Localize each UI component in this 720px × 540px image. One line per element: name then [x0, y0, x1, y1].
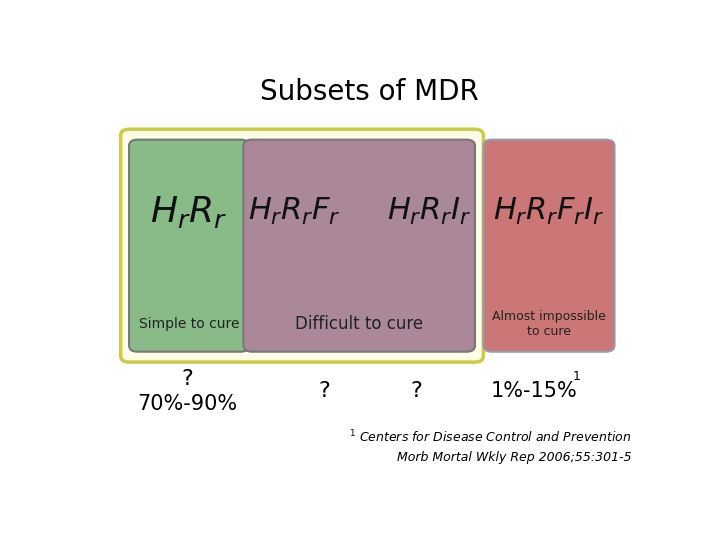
Text: Simple to cure: Simple to cure — [139, 316, 239, 330]
Text: $H_rR_rF_r$     $H_rR_rI_r$: $H_rR_rF_r$ $H_rR_rI_r$ — [248, 196, 471, 227]
Text: Almost impossible
to cure: Almost impossible to cure — [492, 309, 606, 338]
Text: 70%-90%: 70%-90% — [138, 394, 238, 414]
FancyBboxPatch shape — [243, 140, 475, 352]
Text: Subsets of MDR: Subsets of MDR — [260, 78, 478, 106]
Text: $^1$ Centers for Disease Control and Prevention: $^1$ Centers for Disease Control and Pre… — [349, 429, 631, 446]
Text: 1: 1 — [572, 370, 580, 383]
Text: $H_rR_rF_rI_r$: $H_rR_rF_rI_r$ — [493, 196, 605, 227]
FancyBboxPatch shape — [483, 140, 615, 352]
Text: Morb Mortal Wkly Rep 2006;55:301-5: Morb Mortal Wkly Rep 2006;55:301-5 — [397, 451, 631, 464]
Text: Difficult to cure: Difficult to cure — [295, 314, 423, 333]
FancyBboxPatch shape — [121, 129, 483, 362]
Text: ?: ? — [318, 381, 330, 401]
Text: $H_rR_r$: $H_rR_r$ — [150, 194, 228, 230]
Text: ?: ? — [181, 369, 194, 389]
FancyBboxPatch shape — [129, 140, 249, 352]
Text: 1%-15%: 1%-15% — [490, 381, 577, 401]
Text: ?: ? — [410, 381, 423, 401]
